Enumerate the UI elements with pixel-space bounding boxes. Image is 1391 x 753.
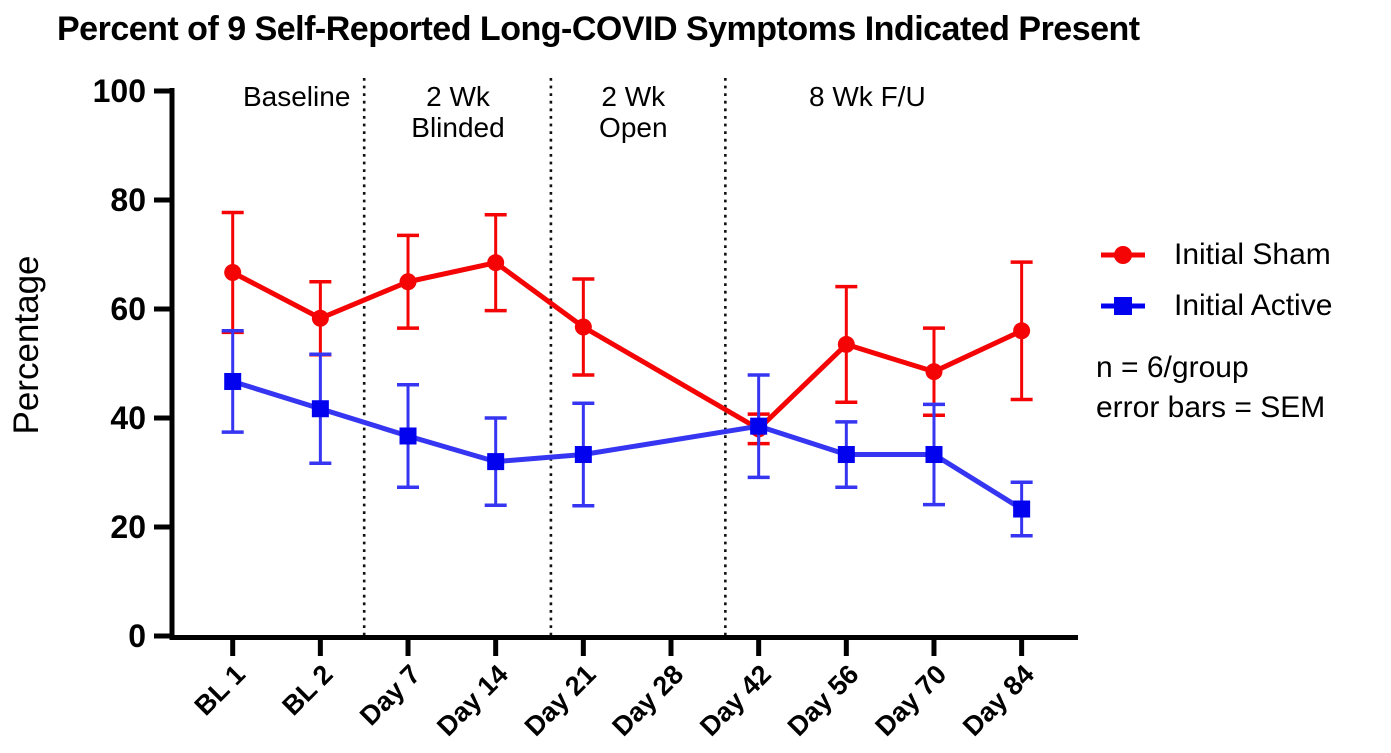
- x-tick-label: Day 84: [957, 659, 1040, 742]
- series-initial-active: [221, 329, 1033, 538]
- data-point-circle: [925, 363, 943, 381]
- legend-item-initial-sham: Initial Sham: [1100, 238, 1332, 272]
- y-axis-title: Percentage: [7, 255, 46, 434]
- annotation-notes: n = 6/group error bars = SEM: [1096, 348, 1325, 428]
- series-line: [230, 260, 1025, 432]
- data-point-square: [311, 400, 329, 418]
- phase-label: Baseline: [243, 81, 350, 112]
- x-tick-label: Day 7: [354, 659, 426, 731]
- data-point-circle: [487, 254, 505, 272]
- legend-square-marker-icon: [1114, 297, 1132, 315]
- legend-swatch-sham: [1101, 246, 1145, 264]
- y-tick-label: 0: [128, 618, 146, 654]
- x-tick-label: Day 70: [869, 659, 952, 742]
- series-initial-sham: [221, 210, 1033, 446]
- legend-swatch-active: [1101, 297, 1145, 315]
- legend-item-initial-active: Initial Active: [1100, 289, 1332, 323]
- x-tick-label: Day 42: [694, 659, 777, 742]
- y-tick-label: 20: [110, 509, 146, 545]
- data-point-square: [399, 427, 417, 445]
- data-point-square: [574, 446, 592, 464]
- y-tick-label: 60: [110, 291, 146, 327]
- x-tick-label: Day 14: [431, 659, 514, 742]
- data-point-circle: [574, 318, 592, 336]
- phase-label: 2 Wk: [426, 81, 491, 112]
- x-tick-label: BL 2: [276, 659, 338, 721]
- chart-title: Percent of 9 Self-Reported Long-COVID Sy…: [57, 10, 1140, 48]
- data-point-square: [487, 453, 505, 471]
- series-line: [230, 378, 1025, 512]
- y-tick-label: 80: [110, 182, 146, 218]
- legend: Initial Sham Initial Active: [1100, 238, 1332, 323]
- x-tick-label: BL 1: [189, 659, 251, 721]
- legend-label-sham: Initial Sham: [1174, 238, 1331, 271]
- x-tick-label: Day 28: [606, 659, 689, 742]
- data-point-square: [1013, 500, 1031, 518]
- data-point-square: [837, 446, 855, 464]
- note-n-per-group: n = 6/group: [1096, 351, 1249, 384]
- x-tick-label: Day 56: [782, 659, 865, 742]
- phase-label: Open: [599, 112, 668, 143]
- data-point-circle: [311, 309, 329, 327]
- data-point-square: [925, 446, 943, 464]
- legend-circle-marker-icon: [1114, 246, 1132, 264]
- data-point-circle: [224, 263, 242, 281]
- y-tick-label: 40: [110, 400, 146, 436]
- x-tick-label: Day 21: [519, 659, 602, 742]
- y-tick-label: 100: [93, 73, 146, 109]
- phase-label: 2 Wk: [601, 81, 666, 112]
- data-point-square: [750, 417, 768, 435]
- data-point-circle: [1013, 322, 1031, 340]
- phase-label: Blinded: [411, 112, 504, 143]
- phase-label: 8 Wk F/U: [809, 81, 926, 112]
- data-point-circle: [399, 273, 417, 291]
- data-point-circle: [837, 335, 855, 353]
- phase-dividers: [362, 78, 727, 636]
- legend-label-active: Initial Active: [1174, 289, 1333, 322]
- note-error-bars: error bars = SEM: [1096, 391, 1326, 424]
- data-point-square: [224, 372, 242, 390]
